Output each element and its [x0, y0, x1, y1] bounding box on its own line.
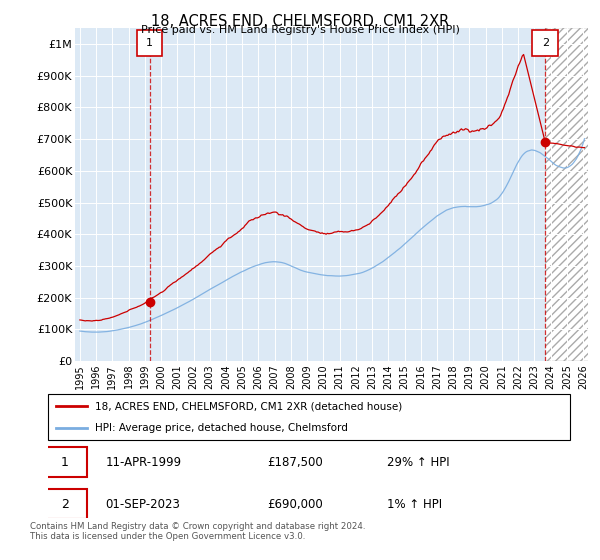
- Bar: [545, 28, 600, 361]
- FancyBboxPatch shape: [43, 488, 87, 519]
- Text: 18, ACRES END, CHELMSFORD, CM1 2XR: 18, ACRES END, CHELMSFORD, CM1 2XR: [151, 14, 449, 29]
- FancyBboxPatch shape: [532, 30, 558, 57]
- Text: 11-APR-1999: 11-APR-1999: [106, 456, 182, 469]
- Text: 1: 1: [61, 456, 69, 469]
- Text: Price paid vs. HM Land Registry's House Price Index (HPI): Price paid vs. HM Land Registry's House …: [140, 25, 460, 35]
- Text: £187,500: £187,500: [267, 456, 323, 469]
- Text: 2: 2: [542, 38, 549, 48]
- Text: 01-SEP-2023: 01-SEP-2023: [106, 498, 180, 511]
- Bar: [59, 28, 545, 361]
- FancyBboxPatch shape: [137, 30, 163, 57]
- Text: 1: 1: [146, 38, 153, 48]
- Text: 29% ↑ HPI: 29% ↑ HPI: [388, 456, 450, 469]
- Text: 1% ↑ HPI: 1% ↑ HPI: [388, 498, 442, 511]
- FancyBboxPatch shape: [43, 447, 87, 477]
- Text: 18, ACRES END, CHELMSFORD, CM1 2XR (detached house): 18, ACRES END, CHELMSFORD, CM1 2XR (deta…: [95, 401, 402, 411]
- FancyBboxPatch shape: [48, 394, 570, 440]
- Text: £690,000: £690,000: [267, 498, 323, 511]
- Text: Contains HM Land Registry data © Crown copyright and database right 2024.
This d: Contains HM Land Registry data © Crown c…: [30, 522, 365, 542]
- Text: HPI: Average price, detached house, Chelmsford: HPI: Average price, detached house, Chel…: [95, 423, 348, 433]
- Text: 2: 2: [61, 498, 69, 511]
